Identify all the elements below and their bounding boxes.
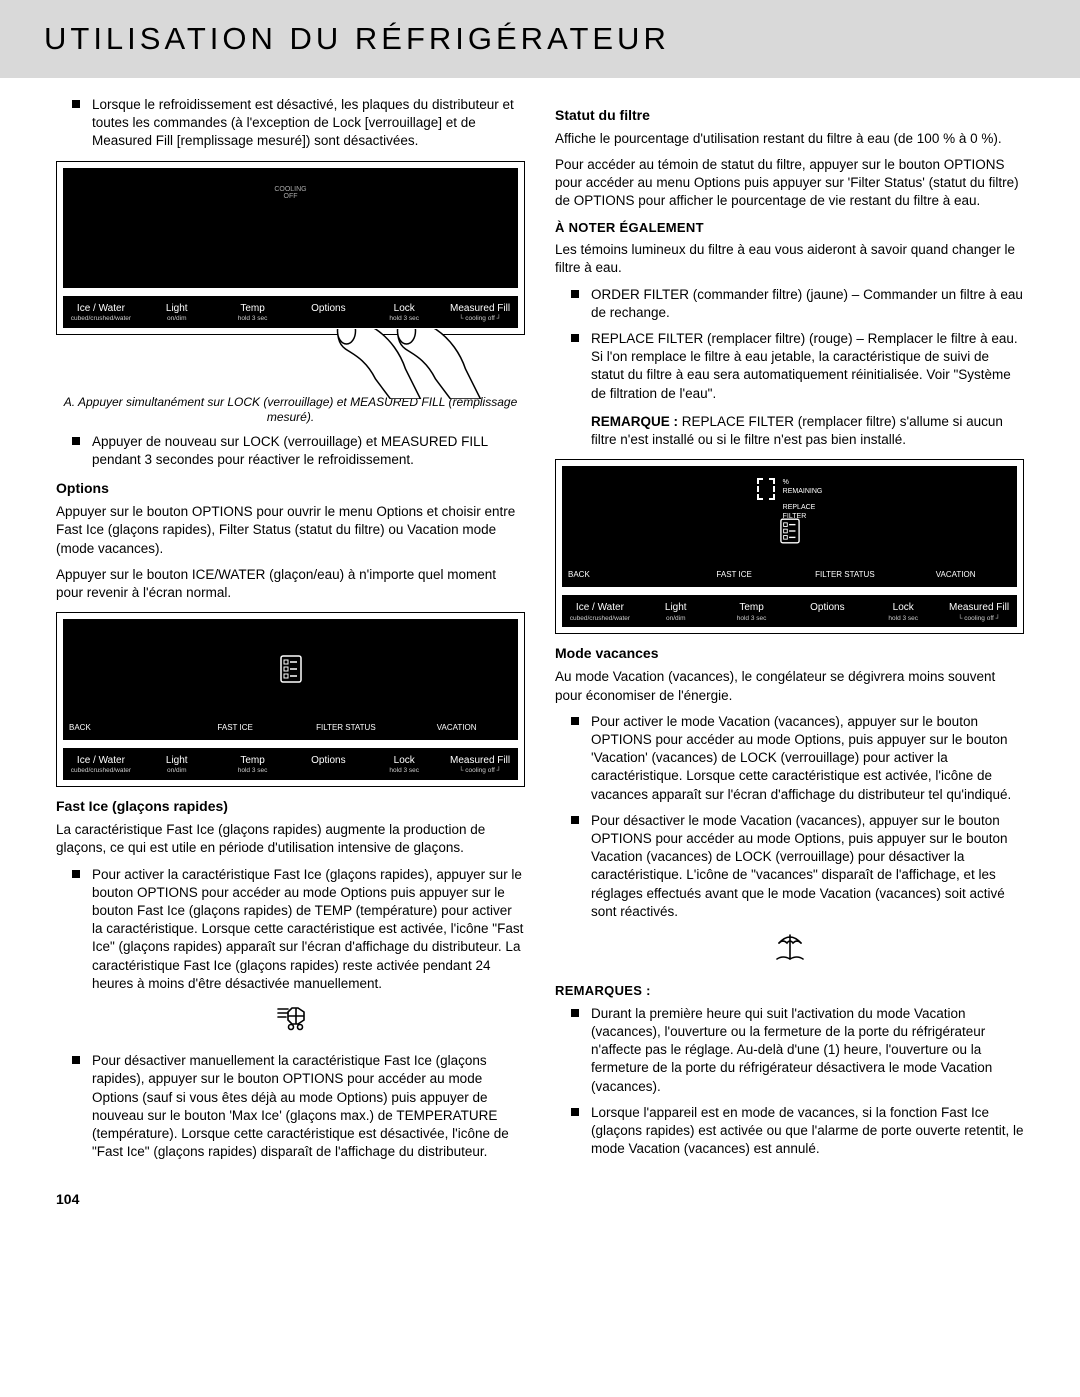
- umbrella-icon: [555, 931, 1024, 972]
- vacation-heading: Mode vacances: [555, 644, 1024, 663]
- page-title: Utilisation du réfrigérateur: [44, 18, 1080, 60]
- fast-ice-intro: La caractéristique Fast Ice (glaçons rap…: [56, 821, 525, 857]
- page-number: 104: [56, 1190, 1024, 1209]
- panel-1-wrap: COOLING OFF Ice / Watercubed/crushed/wat…: [56, 161, 525, 389]
- rem-b2: Lorsque l'appareil est en mode de vacanc…: [591, 1104, 1024, 1159]
- vac-b2: Pour désactiver le mode Vacation (vacanc…: [591, 812, 1024, 921]
- panel2-options-row: BACK FAST ICE FILTER STATUS VACATION: [63, 719, 518, 740]
- options-heading: Options: [56, 479, 525, 498]
- vac-b1: Pour activer le mode Vacation (vacances)…: [591, 713, 1024, 804]
- fast-ice-heading: Fast Ice (glaçons rapides): [56, 797, 525, 816]
- panel-3-wrap: % REMAINING REPLACE FILTER: [555, 459, 1024, 634]
- filter-p2: Pour accéder au témoin de statut du filt…: [555, 156, 1024, 211]
- filter-remark: REMARQUE : REPLACE FILTER (remplacer fil…: [555, 413, 1024, 449]
- panel3-options-row: BACK FAST ICE FILTER STATUS VACATION: [562, 566, 1017, 587]
- filter-status-heading: Statut du filtre: [555, 106, 1024, 125]
- vacation-intro: Au mode Vacation (vacances), le congélat…: [555, 668, 1024, 704]
- checklist-icon: [780, 518, 800, 549]
- fast-ice-icon: [56, 1003, 525, 1042]
- hands-illustration: [56, 329, 525, 389]
- checklist-icon: [280, 655, 302, 688]
- fast-ice-b2: Pour désactiver manuellement la caractér…: [92, 1052, 525, 1161]
- right-column: Statut du filtre Affiche le pourcentage …: [555, 96, 1024, 1172]
- rem-b1: Durant la première heure qui suit l'acti…: [591, 1005, 1024, 1096]
- panel1-caption: A. Appuyer simultanément sur LOCK (verro…: [56, 395, 525, 425]
- filter-b2: REPLACE FILTER (remplacer filtre) (rouge…: [591, 330, 1024, 403]
- filter-b1: ORDER FILTER (commander filtre) (jaune) …: [591, 286, 1024, 322]
- left-column: Lorsque le refroidissement est désactivé…: [56, 96, 525, 1172]
- options-p1: Appuyer sur le bouton OPTIONS pour ouvri…: [56, 503, 525, 558]
- also-note-heading: À NOTER ÉGALEMENT: [555, 219, 1024, 237]
- page-body: Lorsque le refroidissement est désactivé…: [0, 96, 1080, 1239]
- filter-display: % REMAINING REPLACE FILTER: [562, 478, 1017, 520]
- reactivate-bullet: Appuyer de nouveau sur LOCK (verrouillag…: [92, 433, 525, 469]
- also-note-p: Les témoins lumineux du filtre à eau vou…: [555, 241, 1024, 277]
- panel-2-wrap: BACK FAST ICE FILTER STATUS VACATION Ice…: [56, 612, 525, 787]
- fast-ice-b1: Pour activer la caractéristique Fast Ice…: [92, 866, 525, 994]
- panel1-buttons: Ice / Watercubed/crushed/water Lighton/d…: [63, 296, 518, 328]
- remarks-heading: REMARQUES :: [555, 982, 1024, 1000]
- intro-bullet: Lorsque le refroidissement est désactivé…: [92, 96, 525, 151]
- panel3-buttons: Ice / Watercubed/crushed/water Lighton/d…: [562, 595, 1017, 627]
- title-bar: Utilisation du réfrigérateur: [0, 0, 1080, 78]
- panel2-buttons: Ice / Watercubed/crushed/water Lighton/d…: [63, 748, 518, 780]
- filter-p1: Affiche le pourcentage d'utilisation res…: [555, 130, 1024, 148]
- options-p2: Appuyer sur le bouton ICE/WATER (glaçon/…: [56, 566, 525, 602]
- cooling-off-text: COOLING OFF: [63, 186, 518, 201]
